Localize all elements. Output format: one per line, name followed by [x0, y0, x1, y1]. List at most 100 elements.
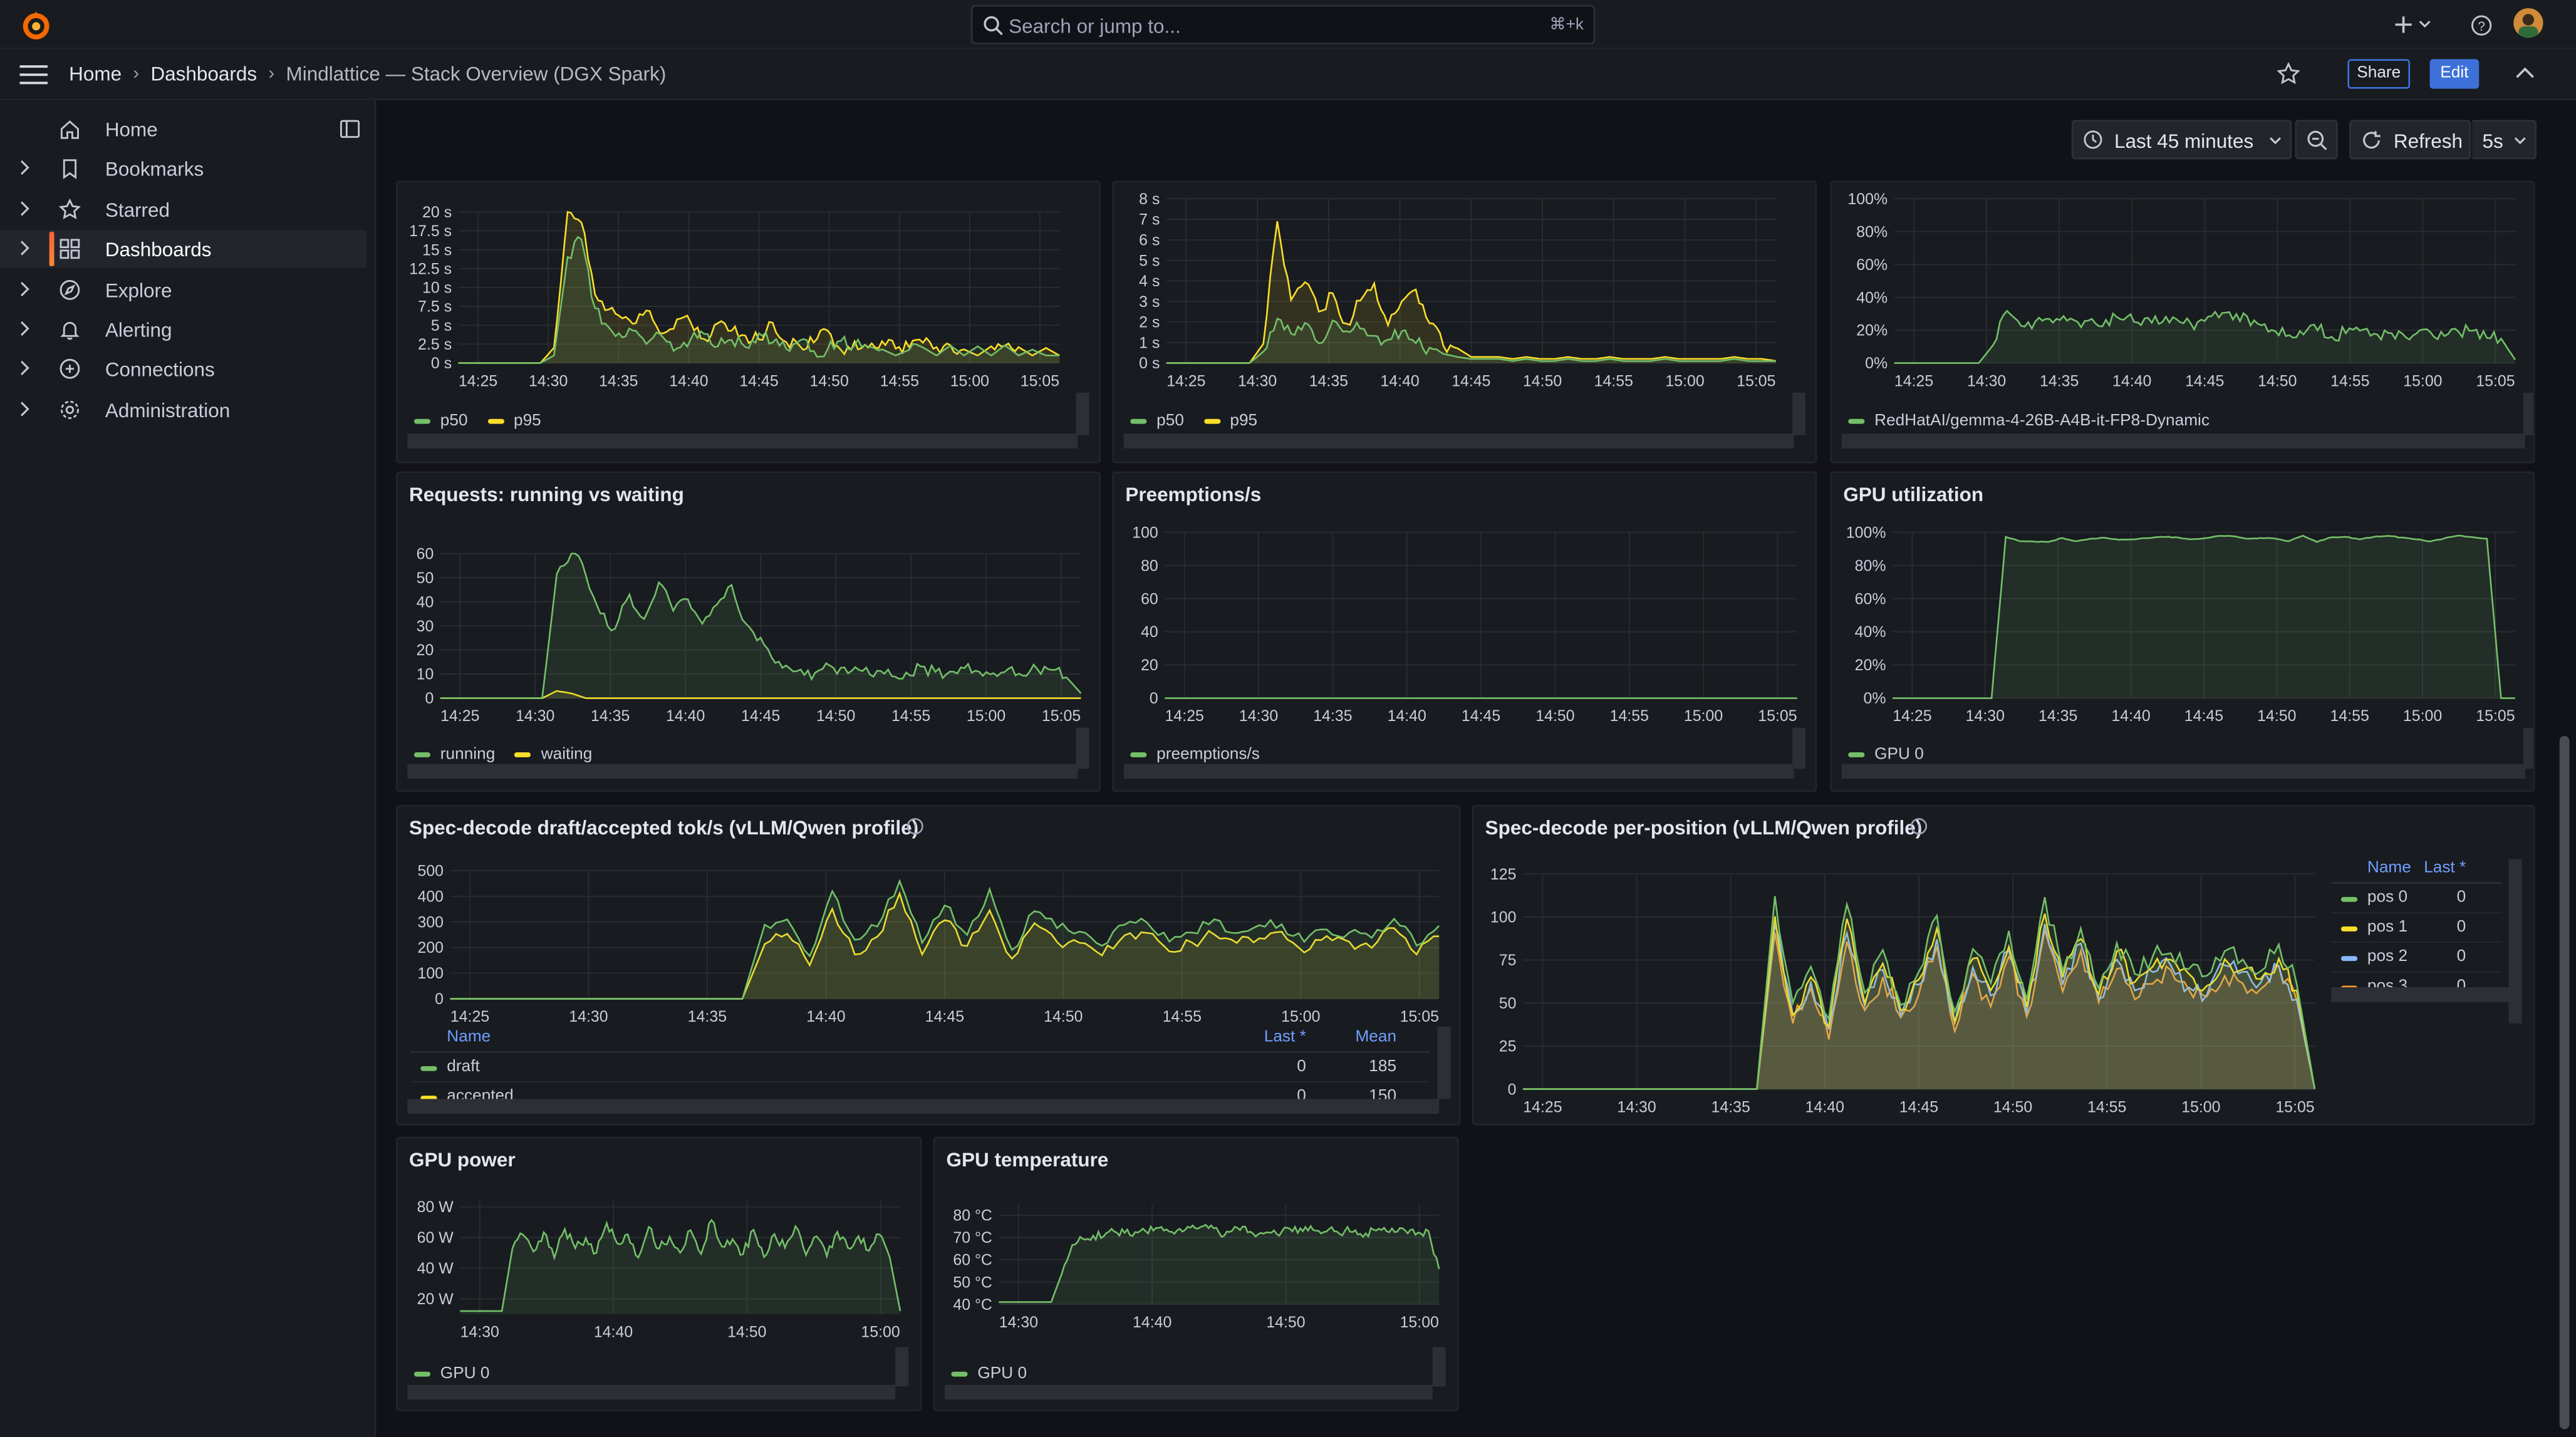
sidebar-item-administration[interactable]: Administration	[0, 391, 366, 428]
legend-item[interactable]: running	[413, 746, 495, 764]
table-header[interactable]: Last *	[1264, 1028, 1306, 1047]
vertical-scrollbar[interactable]	[2508, 859, 2522, 1024]
legend-item[interactable]: p95	[1203, 412, 1257, 430]
table-header[interactable]: Name	[2367, 859, 2411, 878]
legend-series-name[interactable]: accepted	[447, 1087, 514, 1101]
legend-series-name[interactable]: pos 0	[2367, 888, 2408, 907]
panel-spec-decode-draft-accepted-tok-s-vllm-qwen-profile[interactable]: Spec-decode draft/accepted tok/s (vLLM/Q…	[395, 804, 1461, 1126]
dock-menu-icon[interactable]	[340, 120, 360, 138]
panel-title[interactable]: Preemptions/s	[1125, 482, 1262, 506]
help-icon[interactable]: ?	[2471, 15, 2492, 36]
legend-item[interactable]: waiting	[514, 746, 592, 764]
series-line-running[interactable]	[440, 552, 1082, 699]
vertical-scrollbar[interactable]	[1437, 1027, 1451, 1099]
chevron-right-icon[interactable]	[18, 200, 31, 216]
edit-button[interactable]: Edit	[2429, 59, 2480, 89]
table-header[interactable]: Last *	[2424, 859, 2466, 878]
series-line-pos-0[interactable]	[1522, 896, 2316, 1090]
legend-item[interactable]: GPU 0	[1848, 746, 1924, 764]
legend-item[interactable]: p50	[413, 412, 468, 430]
series-line-draft[interactable]	[450, 878, 1440, 1000]
star-icon[interactable]	[2277, 62, 2300, 86]
series-line-p50[interactable]	[458, 236, 1060, 364]
add-new-button[interactable]	[2395, 8, 2431, 41]
sidebar-item-home[interactable]: Home	[0, 110, 366, 148]
chevron-right-icon[interactable]	[18, 360, 31, 376]
horizontal-scrollbar[interactable]	[407, 1384, 896, 1400]
panel-chart-2[interactable]: 0% 20% 40% 60% 80% 100% 14:25 14:30 14:35 14:40 14…	[1830, 180, 2535, 464]
table-header[interactable]: Name	[447, 1028, 491, 1047]
vertical-scrollbar[interactable]	[2523, 727, 2533, 769]
horizontal-scrollbar[interactable]	[407, 433, 1078, 449]
vertical-scrollbar[interactable]	[2523, 392, 2533, 435]
sidebar-item-starred[interactable]: Starred	[0, 190, 366, 228]
vertical-scrollbar[interactable]	[1432, 1347, 1446, 1387]
share-button[interactable]: Share	[2347, 59, 2411, 89]
breadcrumb-dashboards[interactable]: Dashboards	[150, 62, 257, 86]
chevron-right-icon[interactable]	[18, 280, 31, 296]
grafana-logo-icon[interactable]	[19, 8, 52, 41]
panel-title[interactable]: Spec-decode per-position (vLLM/Qwen prof…	[1485, 816, 1923, 840]
legend-series-name[interactable]: draft	[447, 1057, 480, 1076]
series-line-p50[interactable]	[1166, 318, 1776, 364]
panel-title[interactable]: Requests: running vs waiting	[408, 482, 684, 506]
panel-gpu-power[interactable]: GPU power 20 W 40 W 60 W 80 W 14:30 14:40 14:50…	[395, 1136, 922, 1411]
legend-series-name[interactable]: pos 2	[2367, 948, 2408, 966]
series-line-p95[interactable]	[1166, 221, 1777, 364]
chevron-right-icon[interactable]	[18, 320, 31, 336]
vertical-scrollbar[interactable]	[1792, 727, 1806, 769]
breadcrumb-home[interactable]: Home	[69, 62, 122, 86]
panel-title[interactable]: GPU temperature	[946, 1148, 1109, 1171]
vertical-scrollbar[interactable]	[1792, 392, 1806, 435]
horizontal-scrollbar[interactable]	[407, 764, 1078, 779]
info-icon[interactable]: i	[1910, 817, 1928, 835]
chevron-up-icon[interactable]	[2515, 66, 2535, 82]
series-line-waiting[interactable]	[440, 690, 1081, 699]
table-header[interactable]: Mean	[1355, 1028, 1397, 1047]
chevron-right-icon[interactable]	[18, 240, 31, 256]
sidebar-item-connections[interactable]: Connections	[0, 351, 366, 388]
panel-preemptions-s[interactable]: Preemptions/s 0 20 40 60 80 100 14:25 14:30 14:35…	[1112, 471, 1817, 792]
horizontal-scrollbar[interactable]	[1123, 433, 1794, 449]
horizontal-scrollbar[interactable]	[1123, 764, 1794, 779]
panel-requests-running-vs-waiting[interactable]: Requests: running vs waiting 0 10 20 30 40 50 6…	[395, 471, 1101, 792]
series-line-gpu-0[interactable]	[999, 1223, 1440, 1303]
horizontal-scrollbar[interactable]	[1841, 433, 2525, 449]
menu-icon[interactable]	[19, 64, 48, 85]
series-line-gpu-0[interactable]	[1893, 534, 2515, 699]
panel-gpu-utilization[interactable]: GPU utilization 0% 20% 40% 60% 80% 100% 14:25 14…	[1830, 471, 2535, 792]
panel-title[interactable]: GPU power	[408, 1148, 516, 1171]
series-line-redhatai-gemma-4-26b-a4b-it-fp8-dynamic[interactable]	[1894, 309, 2516, 364]
legend-item[interactable]: preemptions/s	[1130, 746, 1260, 764]
vertical-scrollbar[interactable]	[1076, 727, 1089, 769]
vertical-scrollbar[interactable]	[1076, 392, 1089, 435]
legend-item[interactable]: GPU 0	[413, 1365, 490, 1383]
panel-chart-1[interactable]: 0 s 1 s 2 s 3 s 4 s 5 s 6 s 7 s 8 s 14:25 14:30 14:…	[1112, 180, 1817, 464]
time-range-picker[interactable]: Last 45 minutes	[2071, 120, 2292, 160]
chevron-right-icon[interactable]	[18, 160, 31, 176]
refresh-interval-picker[interactable]: 5s	[2471, 120, 2537, 160]
sidebar-item-bookmarks[interactable]: Bookmarks	[0, 150, 366, 188]
zoom-out-button[interactable]	[2295, 120, 2338, 160]
vertical-scrollbar[interactable]	[895, 1347, 909, 1387]
panel-spec-decode-per-position-vllm-qwen-profile[interactable]: Spec-decode per-position (vLLM/Qwen prof…	[1472, 804, 2535, 1126]
page-scrollbar[interactable]	[2559, 735, 2570, 1429]
refresh-button[interactable]: Refresh	[2349, 120, 2471, 160]
info-icon[interactable]: i	[906, 817, 923, 835]
legend-series-name[interactable]: pos 1	[2367, 918, 2408, 936]
user-avatar[interactable]	[2513, 8, 2543, 38]
panel-gpu-temperature[interactable]: GPU temperature 40 °C 50 °C 60 °C 70 °C 80 °C…	[933, 1136, 1459, 1411]
horizontal-scrollbar[interactable]	[944, 1384, 1433, 1400]
sidebar-item-dashboards[interactable]: Dashboards	[0, 230, 366, 268]
horizontal-scrollbar[interactable]	[1841, 764, 2525, 779]
panel-title[interactable]: Spec-decode draft/accepted tok/s (vLLM/Q…	[408, 816, 919, 840]
legend-item[interactable]: RedHatAI/gemma-4-26B-A4B-it-FP8-Dynamic	[1848, 412, 2210, 430]
legend-item[interactable]: p95	[487, 412, 541, 430]
series-line-gpu-0[interactable]	[460, 1218, 901, 1312]
chevron-right-icon[interactable]	[18, 400, 31, 417]
sidebar-item-explore[interactable]: Explore	[0, 271, 366, 308]
search-input[interactable]: Search or jump to... ⌘+k	[970, 4, 1596, 44]
legend-item[interactable]: p50	[1130, 412, 1184, 430]
legend-item[interactable]: GPU 0	[951, 1365, 1027, 1383]
